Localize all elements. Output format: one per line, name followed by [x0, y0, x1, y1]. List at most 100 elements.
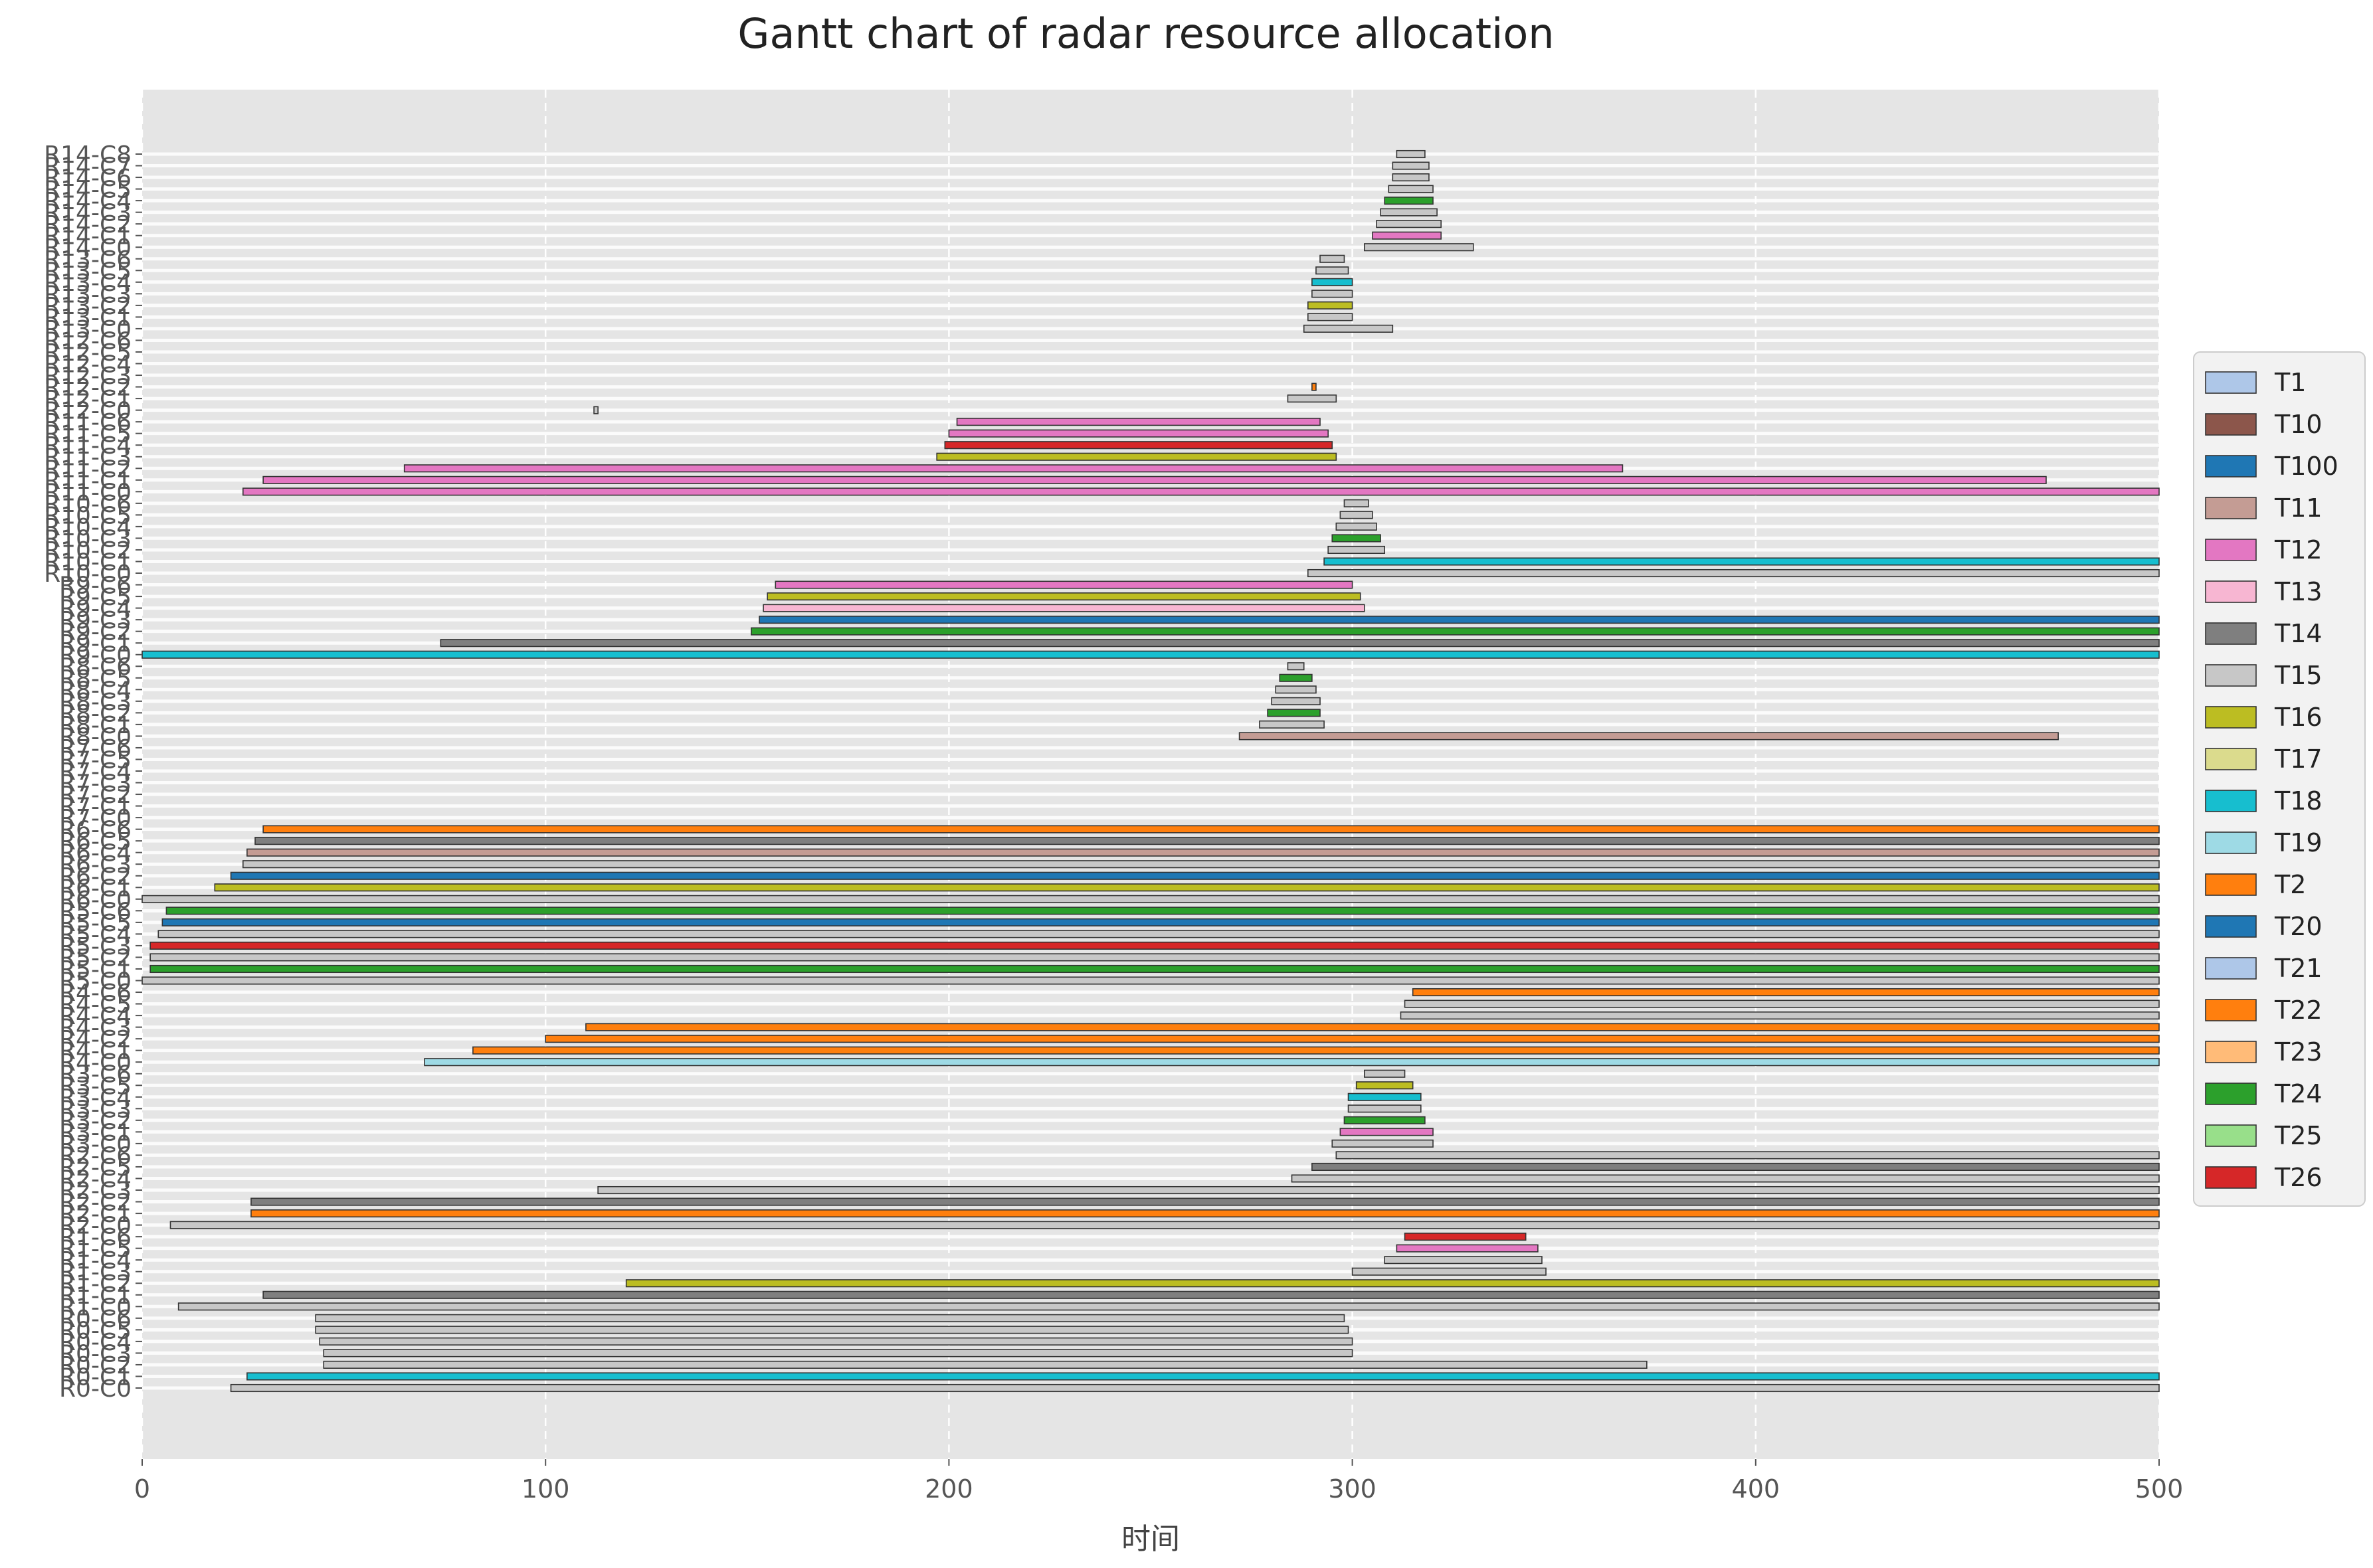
bar-segment-rect — [242, 487, 2160, 496]
y-tick-label: R2-C2 — [59, 1189, 132, 1217]
y-tick-label: R4-C2 — [59, 1026, 132, 1053]
bar-segment-rect — [593, 406, 599, 414]
bar-segment — [1343, 499, 1369, 507]
bar-segment-rect — [142, 650, 2160, 659]
bar-segment-rect — [242, 860, 2160, 869]
bar-segment-rect — [1355, 1081, 1414, 1090]
legend-item: T1 — [2205, 368, 2306, 397]
bar-segment-rect — [323, 1349, 1353, 1357]
bar-segment-rect — [1392, 161, 1430, 170]
y-tick-label: R9-C3 — [59, 607, 132, 634]
y-tick-label: R1-C6 — [59, 1224, 132, 1251]
bar-segment-rect — [936, 452, 1337, 461]
bar-segment-rect — [597, 1185, 2160, 1195]
legend-label: T100 — [2274, 452, 2338, 481]
bar-segment-rect — [1259, 720, 1325, 729]
y-tick-label: R9-C0 — [59, 642, 132, 669]
y-tick-label: R0-C2 — [59, 1352, 132, 1379]
y-tick-label: R11-C0 — [44, 479, 132, 506]
y-tick-label: R0-C5 — [59, 1317, 132, 1344]
legend-label: T13 — [2274, 577, 2323, 606]
y-tick-label: R1-C3 — [59, 1259, 132, 1286]
bar-segment — [230, 1383, 2160, 1393]
y-tick-label: R5-C1 — [59, 956, 132, 984]
y-tick-label: R12-C3 — [44, 363, 132, 390]
y-tick-label: R5-C5 — [59, 910, 132, 937]
legend-swatch — [2205, 790, 2257, 812]
bar-segment-rect — [1364, 243, 1474, 252]
bar-segment — [142, 895, 2160, 903]
y-tick-label: R4-C5 — [59, 992, 132, 1019]
bar-segment — [1343, 1116, 1426, 1124]
legend-swatch — [2205, 1124, 2257, 1147]
bar-segment-rect — [440, 639, 2160, 648]
bar-segment — [1331, 534, 1381, 543]
legend-item: T20 — [2205, 912, 2323, 941]
bar-segment — [1376, 220, 1442, 228]
bar-segment-rect — [149, 953, 2160, 962]
bar-segment — [1311, 1162, 2160, 1172]
bar-segment-rect — [1327, 545, 1385, 555]
bar-segment — [177, 1302, 2160, 1311]
y-tick-label: R8-C4 — [59, 677, 132, 704]
bar-segment-rect — [157, 930, 2160, 938]
bar-segment-rect — [142, 895, 2160, 903]
bar-segment-rect — [262, 825, 2160, 833]
legend-label: T22 — [2274, 996, 2323, 1025]
y-tick-label: R13-C5 — [44, 258, 132, 285]
y-tick-label: R14-C6 — [44, 165, 132, 192]
legend-item: T17 — [2205, 744, 2323, 774]
legend-item: T22 — [2205, 996, 2323, 1025]
bar-segment-rect — [230, 871, 2160, 880]
legend-label: T26 — [2274, 1163, 2323, 1192]
bar-segment-rect — [1287, 394, 1337, 403]
bar-segment-rect — [1238, 732, 2059, 740]
y-tick-label: R14-C1 — [44, 223, 132, 250]
legend-label: T16 — [2274, 703, 2323, 732]
bar-segment — [1339, 511, 1373, 519]
bar-segment-rect — [142, 976, 2160, 985]
legend-swatch — [2205, 831, 2257, 854]
bar-segment — [1355, 1081, 1414, 1090]
y-tick-label: R4-C0 — [59, 1049, 132, 1077]
y-tick-label: R14-C7 — [44, 153, 132, 181]
y-tick-label: R2-C4 — [59, 1166, 132, 1193]
bar-segment — [751, 627, 2160, 636]
bar-segment — [472, 1046, 2160, 1055]
legend-label: T19 — [2274, 828, 2323, 857]
bar-segment — [403, 464, 1624, 473]
bar-segment-rect — [254, 837, 2160, 845]
legend-label: T10 — [2274, 410, 2323, 439]
bar-segment — [214, 883, 2160, 892]
bar-segment — [246, 1372, 2160, 1381]
y-tick-label: R10-C1 — [44, 549, 132, 576]
y-tick-label: R13-C4 — [44, 270, 132, 297]
bar-segment — [169, 1221, 2160, 1229]
legend-item: T2 — [2205, 870, 2306, 899]
bar-segment — [142, 650, 2160, 659]
x-tick-label: 300 — [1328, 1474, 1376, 1504]
legend-swatch — [2205, 455, 2257, 478]
legend-label: T11 — [2274, 493, 2323, 523]
bar-segment-rect — [1351, 1267, 1547, 1276]
legend-item: T14 — [2205, 619, 2323, 648]
bar-segment — [1319, 254, 1345, 263]
legend-item: T19 — [2205, 828, 2323, 857]
legend-item: T12 — [2205, 535, 2323, 565]
legend-swatch — [2205, 1166, 2257, 1189]
bar-segment — [319, 1337, 1353, 1346]
y-tick-label: R12-C6 — [44, 327, 132, 355]
bar-segment-rect — [1279, 673, 1313, 682]
x-tick-label: 100 — [522, 1474, 570, 1504]
y-tick-label: R7-C2 — [59, 782, 132, 809]
legend-label: T12 — [2274, 535, 2323, 565]
bar-segment-rect — [625, 1279, 2160, 1288]
bar-segment-rect — [1396, 1244, 1539, 1253]
bar-segment — [1372, 231, 1442, 240]
bar-segment — [1364, 1069, 1406, 1078]
bar-segment — [323, 1360, 1648, 1369]
bar-segment — [242, 487, 2160, 496]
y-tick-label: R10-C0 — [44, 561, 132, 588]
y-tick-label: R11-C1 — [44, 468, 132, 495]
bar-segment — [165, 907, 2160, 915]
